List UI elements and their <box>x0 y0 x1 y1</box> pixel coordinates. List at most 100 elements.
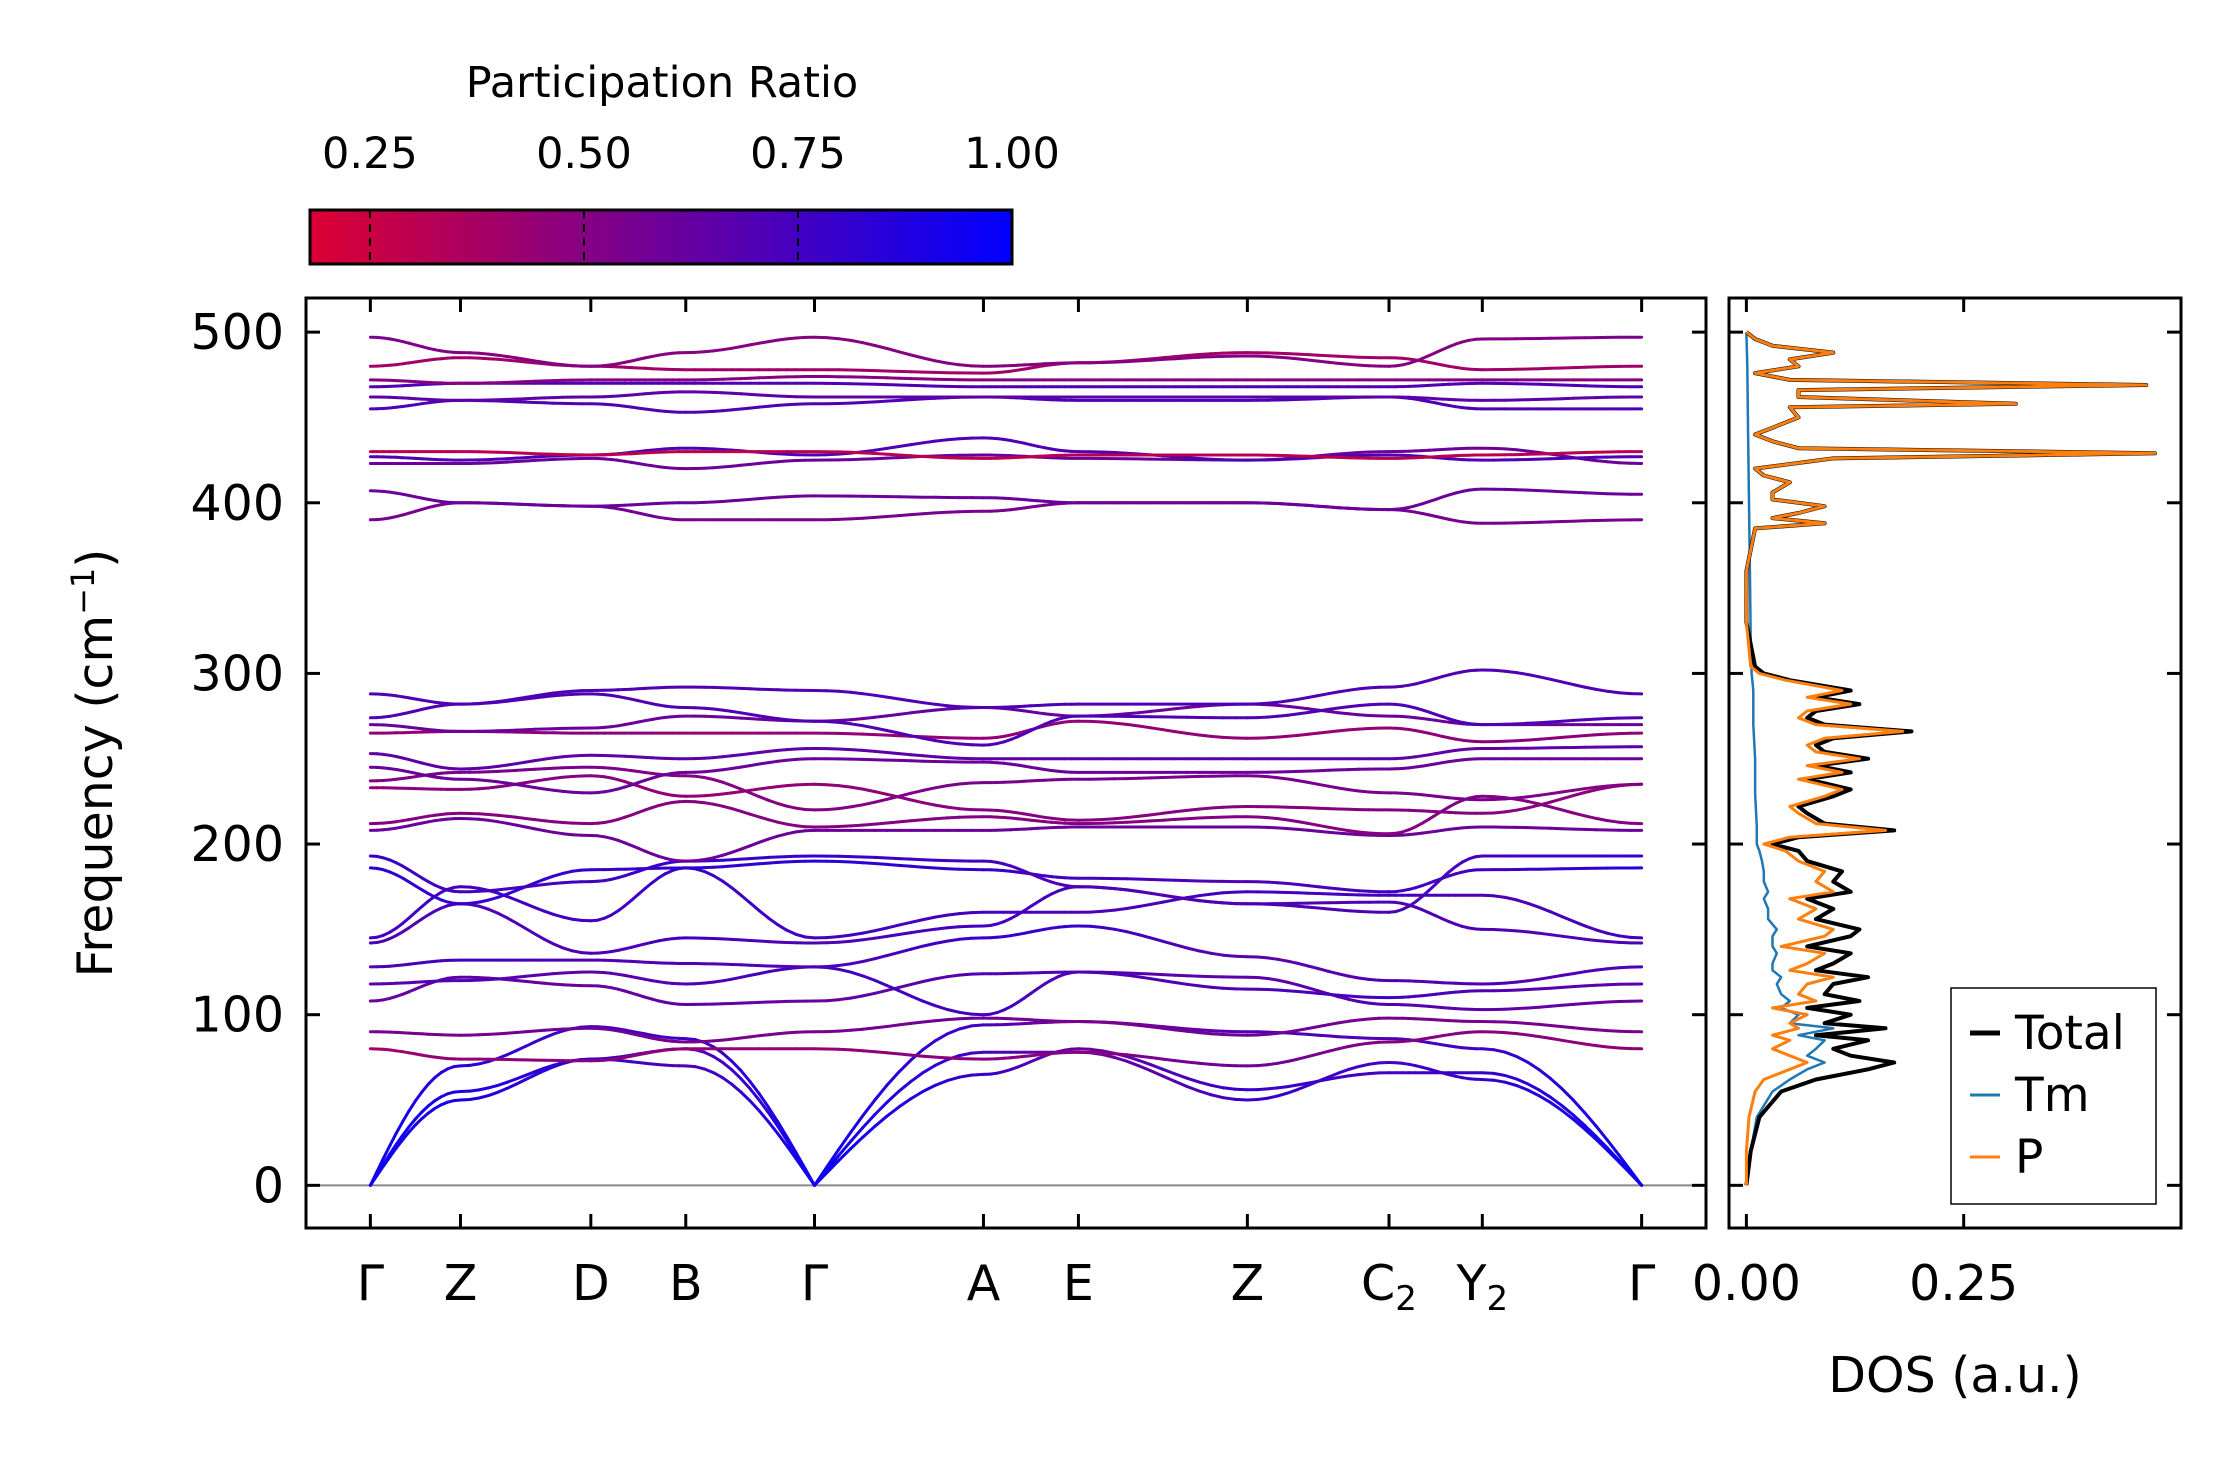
band-segment <box>1258 776 1268 777</box>
band-segment <box>1505 1033 1516 1034</box>
band-segment <box>1187 818 1199 819</box>
band-segment <box>875 1052 887 1053</box>
band-segment <box>1115 889 1127 890</box>
band-segment <box>723 1053 732 1061</box>
band-segment <box>1528 1084 1539 1090</box>
band-segment <box>1528 739 1539 740</box>
band-segment <box>923 979 935 982</box>
band-segment <box>935 818 947 819</box>
band-segment <box>1175 356 1187 357</box>
phonon-band <box>370 972 1641 1010</box>
band-segment <box>1328 1023 1338 1025</box>
band-segment <box>935 704 947 705</box>
band-segment <box>1091 926 1103 927</box>
band-segment <box>1298 458 1308 459</box>
band-segment <box>1349 689 1359 690</box>
band-segment <box>1151 1065 1163 1070</box>
band-segment <box>1359 715 1369 716</box>
band-segment <box>1151 710 1163 711</box>
band-segment <box>947 512 959 513</box>
band-segment <box>923 860 935 861</box>
band-segment <box>1268 904 1278 905</box>
band-segment <box>1630 937 1641 938</box>
band-segment <box>1528 1090 1539 1096</box>
band-segment <box>887 516 899 517</box>
band-segment <box>1199 818 1211 819</box>
band-segment <box>1369 1003 1379 1004</box>
band-segment <box>1187 809 1199 810</box>
band-segment <box>1369 792 1379 793</box>
kpoint-label: Z <box>1231 1255 1265 1312</box>
band-segment <box>1278 959 1288 961</box>
band-segment <box>1308 988 1318 991</box>
band-segment <box>1338 1070 1348 1074</box>
band-segment <box>498 913 507 918</box>
band-segment <box>911 866 923 867</box>
colorbar-title: Participation Ratio <box>466 58 859 108</box>
band-segment <box>1573 813 1584 816</box>
band-segment <box>1163 1028 1175 1030</box>
band-segment <box>1199 357 1211 358</box>
band-segment <box>827 338 839 339</box>
band-segment <box>1573 986 1584 987</box>
band-segment <box>1338 713 1348 714</box>
band-segment <box>1268 979 1278 981</box>
band-segment <box>1318 831 1328 832</box>
band-segment <box>1359 365 1369 366</box>
band-segment <box>1359 452 1369 453</box>
band-segment <box>1278 883 1288 884</box>
band-segment <box>1223 1065 1235 1066</box>
band-segment <box>1258 1065 1268 1066</box>
band-segment <box>1139 935 1151 938</box>
band-segment <box>1199 894 1211 896</box>
band-segment <box>1349 1067 1359 1070</box>
band-segment <box>947 439 959 440</box>
band-segment <box>1596 719 1607 720</box>
band-segment <box>959 926 971 927</box>
band-segment <box>875 728 887 731</box>
band-segment <box>1562 720 1573 721</box>
band-segment <box>1318 1079 1328 1081</box>
band-segment <box>887 796 899 799</box>
band-segment <box>1539 988 1550 989</box>
band-segment <box>1318 694 1328 696</box>
band-segment <box>1127 975 1139 977</box>
band-segment <box>1278 705 1288 706</box>
dos-xtick-label: 0.00 <box>1692 1255 1801 1312</box>
band-segment <box>1608 785 1619 786</box>
band-segment <box>959 913 971 914</box>
kpoint-label: Z <box>444 1255 478 1312</box>
band-segment <box>1494 670 1505 671</box>
band-segment <box>1369 704 1379 705</box>
band-segment <box>1308 733 1318 734</box>
band-segment <box>1505 1076 1516 1080</box>
band-segment <box>851 1029 863 1030</box>
band-segment <box>1619 822 1630 823</box>
band-segment <box>887 697 899 699</box>
band-segment <box>1288 1030 1298 1032</box>
band-segment <box>1517 808 1528 810</box>
band-segment <box>1551 987 1562 988</box>
band-segment <box>1573 685 1584 688</box>
band-segment <box>1268 1033 1278 1034</box>
band-segment <box>1338 453 1348 454</box>
band-segment <box>923 756 935 757</box>
band-segment <box>1199 354 1211 355</box>
band-segment <box>911 514 923 515</box>
band-segment <box>851 719 863 720</box>
band-segment <box>1328 994 1338 995</box>
band-segment <box>1268 777 1278 778</box>
band-segment <box>863 938 875 940</box>
band-segment <box>1619 936 1630 938</box>
band-segment <box>1318 908 1328 909</box>
band-segment <box>1328 356 1338 357</box>
band-segment <box>1211 987 1223 988</box>
band-segment <box>1278 459 1288 460</box>
band-segment <box>1349 911 1359 912</box>
band-segment <box>1596 1002 1607 1003</box>
band-segment <box>1517 1079 1528 1084</box>
band-segment <box>1528 795 1539 797</box>
band-segment <box>1573 720 1584 721</box>
band-segment <box>875 346 887 349</box>
band-segment <box>1268 827 1278 828</box>
